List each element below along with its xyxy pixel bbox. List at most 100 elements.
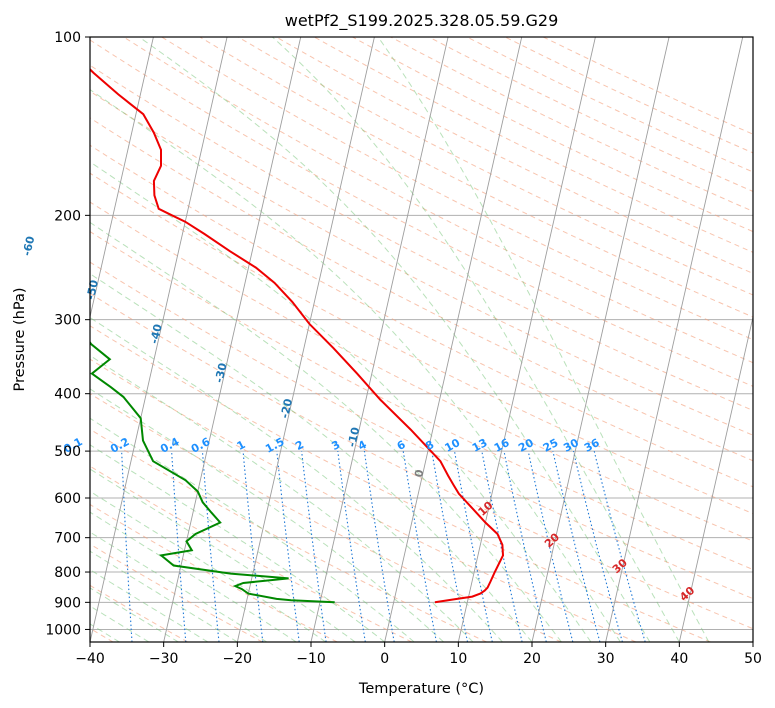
mixing-ratio-label: 30 — [561, 436, 581, 455]
mixing-ratio-label: 0.4 — [158, 435, 182, 456]
dry-adiabat-line — [90, 231, 753, 571]
dry-adiabat-line — [161, 37, 753, 341]
isotherm-line — [236, 37, 375, 642]
mixing-ratio-line — [337, 451, 366, 642]
dry-adiabat-line — [90, 117, 753, 462]
isotherm-line — [90, 37, 228, 642]
y-tick-label: 200 — [54, 208, 81, 224]
dry-adiabat-line — [90, 90, 753, 436]
y-tick-label: 600 — [54, 491, 81, 507]
mixing-ratio-line — [201, 451, 220, 642]
isotherm-line — [605, 37, 744, 642]
mixing-ratio-line — [402, 451, 437, 642]
isotherm-line — [384, 37, 523, 642]
isotherm-label: -10 — [345, 426, 362, 449]
mixing-ratio-label: 36 — [582, 436, 602, 455]
line-labels: -100-90-80-70-60-50-40-30-20-1000.10.20.… — [20, 235, 697, 604]
mixing-ratio-line — [242, 451, 264, 642]
mixing-ratio-line — [363, 451, 395, 642]
moist-adiabat-line — [90, 89, 621, 642]
dry-adiabat-line — [504, 37, 753, 154]
isotherm-label: -60 — [20, 235, 37, 258]
dewpoint-profile-line — [90, 340, 335, 604]
dry-adiabat-line — [90, 358, 637, 642]
mixing-ratio-line — [431, 451, 469, 642]
isotherm-label: -40 — [148, 322, 165, 345]
isotherm-line — [90, 37, 154, 319]
y-tick-label: 400 — [54, 387, 81, 403]
dry-adiabat-line — [428, 37, 753, 192]
x-tick-label: 10 — [449, 651, 467, 667]
mixing-ratio-line — [481, 450, 523, 642]
x-tick-label: 50 — [744, 651, 762, 667]
x-tick-label: −20 — [223, 651, 253, 667]
moist-adiabat-line — [90, 273, 533, 642]
x-axis: −40 −30 −20 −10 0 10 20 30 40 50 — [75, 642, 762, 667]
dry-adiabat-line — [199, 37, 753, 318]
chart-title: wetPf2_S199.2025.328.05.59.G29 — [285, 11, 559, 31]
isotherm-line — [0, 37, 6, 642]
isotherm-line — [531, 37, 670, 642]
y-tick-label: 300 — [54, 313, 81, 329]
mixing-ratio-line — [593, 450, 646, 642]
x-tick-label: 40 — [670, 651, 688, 667]
moist-adiabat-line — [90, 388, 444, 642]
isotherm-label: -30 — [213, 361, 230, 384]
isotherm-label: -20 — [278, 397, 295, 420]
moist-adiabat-line — [90, 569, 209, 642]
y-tick-label: 100 — [54, 30, 81, 46]
mixing-ratio-line — [572, 450, 623, 642]
dry-adiabat-line — [275, 37, 753, 274]
isotherm-label: -50 — [84, 278, 101, 301]
dry-adiabat-label: 40 — [677, 584, 697, 604]
x-tick-label: −10 — [296, 651, 326, 667]
moist-adiabat-line — [377, 37, 710, 642]
dry-adiabat-label: 20 — [542, 530, 562, 550]
dry-adiabat-line — [90, 503, 338, 642]
x-axis-label: Temperature (°C) — [358, 681, 484, 697]
dry-adiabat-line — [237, 37, 753, 296]
x-tick-label: −40 — [75, 651, 105, 667]
dry-adiabat-line — [90, 64, 753, 412]
mixing-ratio-label: 16 — [492, 436, 512, 455]
mixing-ratio-line — [276, 451, 300, 642]
y-tick-label: 1000 — [45, 622, 81, 638]
moist-adiabat-line — [90, 161, 592, 642]
dry-adiabat-line — [90, 144, 753, 488]
mixing-ratio-label: 0.6 — [189, 435, 213, 456]
y-tick-label: 900 — [54, 595, 81, 611]
isotherm-line — [678, 314, 753, 642]
moist-adiabat-line — [90, 221, 562, 642]
zero-isotherm-label: 0 — [412, 468, 426, 479]
moist-adiabat-line — [90, 444, 386, 642]
x-tick-label: 30 — [597, 651, 615, 667]
dry-adiabat-line — [90, 201, 753, 542]
mixing-ratio-line — [453, 451, 493, 642]
profiles — [90, 68, 505, 604]
dry-adiabat-line — [90, 39, 753, 387]
y-axis: 100 200 300 400 500 600 700 800 900 1000 — [45, 30, 90, 638]
dry-adiabat-line — [390, 37, 753, 212]
dry-adiabat-line — [90, 465, 413, 642]
moist-adiabat-line — [90, 468, 356, 642]
dry-adiabat-line — [123, 37, 753, 364]
moist-adiabat-line — [90, 531, 268, 642]
dry-adiabat-line — [466, 37, 753, 173]
dry-adiabat-line — [90, 172, 753, 515]
moist-adiabat-line — [90, 550, 238, 642]
mixing-ratio-label: 10 — [443, 436, 463, 455]
moist-adiabat-line — [90, 587, 179, 642]
moist-adiabat-line — [138, 37, 651, 642]
mixing-ratio-line — [527, 450, 574, 642]
dry-adiabat-line — [90, 428, 487, 642]
dry-adiabat-line — [90, 325, 711, 642]
isotherm-line — [752, 639, 753, 642]
x-tick-label: −30 — [149, 651, 179, 667]
dry-adiabat-line — [352, 37, 753, 233]
moist-adiabat-line — [90, 490, 326, 642]
dry-adiabat-line — [543, 37, 753, 135]
dry-adiabat-line — [90, 543, 263, 642]
x-tick-label: 0 — [380, 651, 389, 667]
isotherm-line — [457, 37, 596, 642]
plot-frame — [89, 36, 754, 643]
